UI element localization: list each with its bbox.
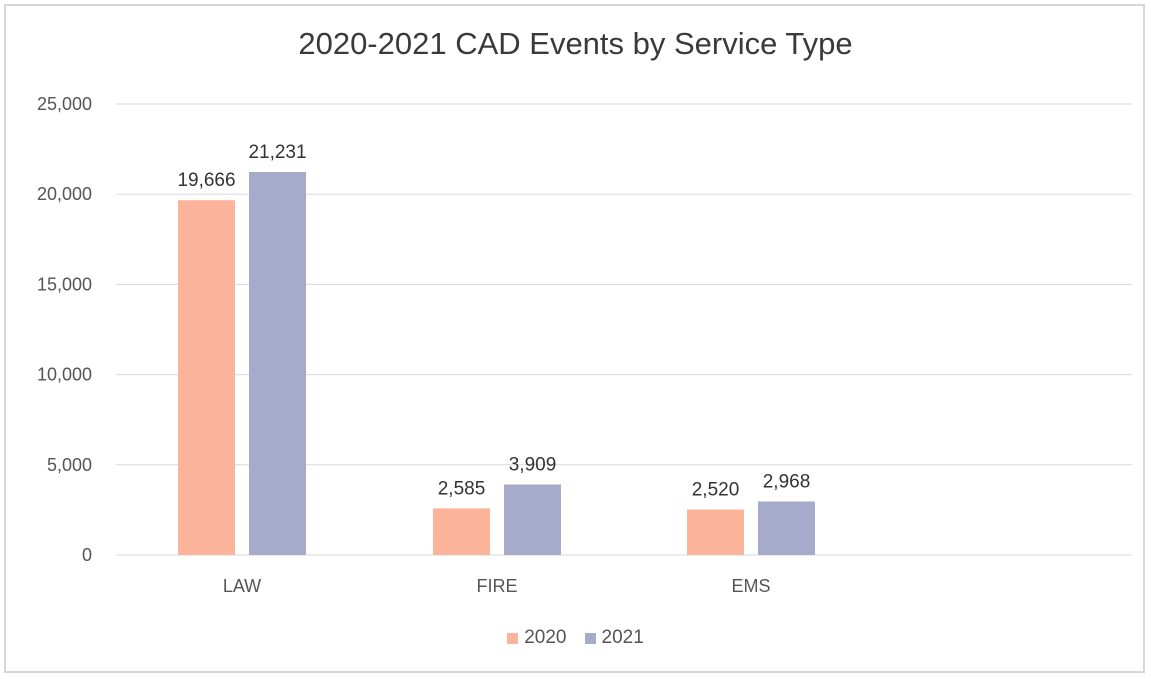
legend-label-2020: 2020 (524, 627, 567, 648)
x-category-label: LAW (223, 576, 261, 596)
bar-fire-2020 (433, 508, 490, 555)
y-tick-label: 5,000 (47, 455, 92, 475)
bar-ems-2020 (687, 509, 744, 555)
bar-fire-2021 (504, 484, 561, 555)
x-category-label: FIRE (476, 576, 517, 596)
legend-swatch-2021 (584, 632, 596, 644)
legend-label-2021: 2021 (601, 627, 644, 648)
bar-ems-2021 (758, 501, 815, 555)
data-label-ems-2020: 2,520 (692, 480, 740, 501)
data-label-law-2021: 21,231 (248, 142, 306, 163)
legend-item-2021: 2021 (584, 627, 644, 649)
y-tick-label: 0 (82, 545, 92, 565)
legend-swatch-2020 (507, 632, 519, 644)
bar-law-2020 (178, 200, 235, 556)
x-category-label: EMS (731, 576, 770, 596)
data-label-law-2020: 19,666 (177, 170, 235, 191)
legend-item-2020: 2020 (507, 627, 567, 649)
bar-law-2021 (249, 171, 306, 555)
chart-title: 2020-2021 CAD Events by Service Type (298, 26, 853, 61)
data-label-ems-2021: 2,968 (763, 471, 811, 492)
y-tick-label: 10,000 (37, 365, 92, 385)
y-tick-label: 25,000 (37, 94, 92, 114)
data-label-fire-2020: 2,585 (438, 478, 486, 499)
y-tick-label: 20,000 (37, 184, 92, 204)
legend: 2020 2021 (0, 627, 1151, 649)
data-label-fire-2021: 3,909 (509, 454, 557, 475)
y-tick-label: 15,000 (37, 274, 92, 294)
